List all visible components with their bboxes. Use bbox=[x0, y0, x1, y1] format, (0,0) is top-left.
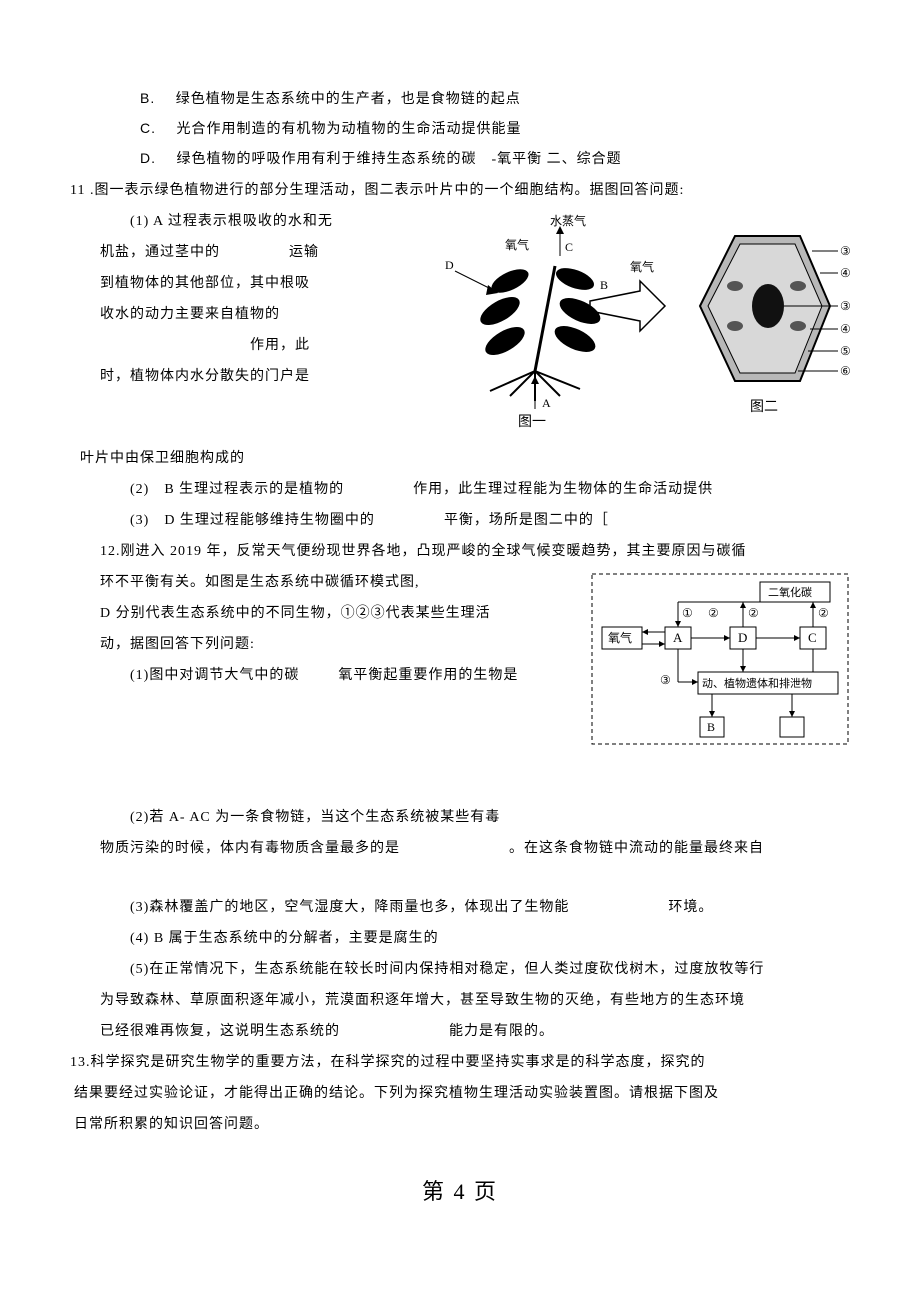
remains-text: 动、植物遗体和排泄物 bbox=[702, 676, 812, 690]
option-b: B. 绿色植物是生态系统中的生产者，也是食物链的起点 bbox=[140, 88, 850, 110]
co2-text: 二氧化碳 bbox=[768, 585, 812, 599]
q13-l3: 日常所积累的知识回答问题。 bbox=[74, 1114, 850, 1135]
option-c: C. 光合作用制造的有机物为动植物的生命活动提供能量 bbox=[140, 118, 850, 140]
option-text-c: 光合作用制造的有机物为动植物的生命活动提供能量 bbox=[177, 122, 522, 137]
q13-l2: 结果要经过实验论证，才能得出正确的结论。下列为探究植物生理活动实验装置图。请根据… bbox=[74, 1083, 850, 1104]
b-text: B bbox=[707, 720, 715, 734]
q11-p1b-tail: 运输 bbox=[289, 245, 319, 260]
fig2-label-4: ④ bbox=[840, 322, 850, 336]
fig2-label-1: ③ bbox=[840, 244, 850, 258]
blank-box bbox=[780, 717, 804, 737]
q11-p3: (3) D 生理过程能够维持生物圈中的 bbox=[130, 513, 375, 528]
spacer bbox=[70, 779, 850, 797]
q12-diagram: 二氧化碳 氧气 A D C 动、植物遗体和排泄物 B bbox=[590, 572, 850, 779]
q11-p1b: 机盐，通过茎中的 bbox=[100, 245, 220, 260]
q11-p3-tail: 平衡，场所是图二中的［ bbox=[444, 513, 609, 528]
q12-p1-tail: 氧平衡起重要作用的生物是 bbox=[338, 668, 518, 683]
option-letter-b: B. bbox=[140, 90, 155, 106]
page-number: 第 4 页 bbox=[70, 1175, 850, 1208]
num-2c: ② bbox=[818, 606, 829, 620]
q13-l1: 13.科学探究是研究生物学的重要方法，在科学探究的过程中要坚持实事求是的科学态度… bbox=[70, 1052, 850, 1073]
organelle-3 bbox=[790, 281, 806, 291]
fig1-c-label: C bbox=[565, 240, 573, 254]
q12-p5b: 为导致森林、草原面积逐年减小，荒漠面积逐年增大，甚至导致生物的灭绝，有些地方的生… bbox=[100, 990, 850, 1011]
q12-p5c: 已经很难再恢复，这说明生态系统的 bbox=[100, 1024, 340, 1039]
num-2b: ② bbox=[748, 606, 759, 620]
q11-figure1: 水蒸气 C 氧气 D B 氧气 bbox=[400, 211, 670, 438]
fig1-caption: 图一 bbox=[518, 415, 546, 430]
nucleus bbox=[752, 284, 784, 328]
fig1-b-label: B bbox=[600, 278, 608, 292]
q12-p1: (1)图中对调节大气中的碳 bbox=[130, 668, 299, 683]
fig1-a-label: A bbox=[542, 396, 551, 410]
num-3: ③ bbox=[660, 673, 671, 687]
q11-body: ③ ④ ③ ④ ⑤ ⑥ 图二 水蒸气 C 氧气 bbox=[70, 211, 850, 438]
q11-stem: 11 .图一表示绿色植物进行的部分生理活动，图二表示叶片中的一个细胞结构。据图回… bbox=[70, 180, 850, 201]
q11-p1g: 叶片中由保卫细胞构成的 bbox=[80, 448, 850, 469]
q12-p2b-tail: 。在这条食物链中流动的能量最终来自 bbox=[509, 841, 764, 856]
q11-p2: (2) B 生理过程表示的是植物的 bbox=[130, 482, 344, 497]
q12-p5c-tail: 能力是有限的。 bbox=[449, 1024, 554, 1039]
q12-p4: (4) B 属于生态系统中的分解者，主要是腐生的 bbox=[130, 928, 850, 949]
option-letter-c: C. bbox=[140, 120, 156, 136]
q11-p2-tail: 作用，此生理过程能为生物体的生命活动提供 bbox=[413, 482, 713, 497]
q12-p3: (3)森林覆盖广的地区，空气湿度大，降雨量也多，体现出了生物能 bbox=[130, 900, 569, 915]
q12-p2b: 物质污染的时候，体内有毒物质含量最多的是 bbox=[100, 841, 400, 856]
fig2-label-6: ⑥ bbox=[840, 364, 850, 378]
fig1-d-label: D bbox=[445, 258, 454, 272]
carbon-cycle-diagram: 二氧化碳 氧气 A D C 动、植物遗体和排泄物 B bbox=[590, 572, 850, 772]
num-2a: ② bbox=[708, 606, 719, 620]
cell-diagram: ③ ④ ③ ④ ⑤ ⑥ 图二 bbox=[680, 211, 850, 421]
num-1: ① bbox=[682, 606, 693, 620]
option-text-d: 绿色植物的呼吸作用有利于维持生态系统的碳 -氧平衡 二、综合题 bbox=[177, 152, 622, 167]
o2-text: 氧气 bbox=[608, 630, 632, 645]
fig1-co2-label: 氧气 bbox=[630, 259, 654, 274]
q11-figure2: ③ ④ ③ ④ ⑤ ⑥ 图二 bbox=[680, 211, 850, 428]
plant-diagram: 水蒸气 C 氧气 D B 氧气 bbox=[400, 211, 670, 431]
q12-p2b-wrap: 物质污染的时候，体内有毒物质含量最多的是 。在这条食物链中流动的能量最终来自 bbox=[100, 838, 850, 859]
q12-p3-tail: 环境。 bbox=[668, 900, 713, 915]
q11-p2-wrap: (2) B 生理过程表示的是植物的 作用，此生理过程能为生物体的生命活动提供 bbox=[130, 479, 850, 500]
q12-p5c-wrap: 已经很难再恢复，这说明生态系统的 能力是有限的。 bbox=[100, 1021, 850, 1042]
option-d: D. 绿色植物的呼吸作用有利于维持生态系统的碳 -氧平衡 二、综合题 bbox=[140, 148, 850, 170]
d-text: D bbox=[738, 630, 747, 645]
c-text: C bbox=[808, 630, 817, 645]
q12-p5a: (5)在正常情况下，生态系统能在较长时间内保持相对稳定，但人类过度砍伐树木，过度… bbox=[130, 959, 850, 980]
spacer bbox=[70, 869, 850, 887]
q12-p2a: (2)若 A- AC 为一条食物链，当这个生态系统被某些有毒 bbox=[130, 807, 850, 828]
fig2-label-5: ⑤ bbox=[840, 344, 850, 358]
q11-p3-wrap: (3) D 生理过程能够维持生物圈中的 平衡，场所是图二中的［ bbox=[130, 510, 850, 531]
fig1-o2-label: 氧气 bbox=[505, 237, 529, 252]
fig2-label-3: ③ bbox=[840, 299, 850, 313]
fig1-top-label: 水蒸气 bbox=[550, 213, 586, 228]
a-text: A bbox=[673, 630, 683, 645]
q12-stem1: 12.刚进入 2019 年，反常天气便纷现世界各地，凸现严峻的全球气候变暖趋势，… bbox=[100, 541, 850, 562]
option-letter-d: D. bbox=[140, 150, 156, 166]
organelle-1 bbox=[727, 281, 743, 291]
fig2-caption: 图二 bbox=[750, 400, 778, 415]
fig2-label-2: ④ bbox=[840, 266, 850, 280]
q12-body: 二氧化碳 氧气 A D C 动、植物遗体和排泄物 B bbox=[70, 572, 850, 779]
organelle-2 bbox=[727, 321, 743, 331]
option-text-b: 绿色植物是生态系统中的生产者，也是食物链的起点 bbox=[176, 92, 521, 107]
q12-p3-wrap: (3)森林覆盖广的地区，空气湿度大，降雨量也多，体现出了生物能 环境。 bbox=[130, 897, 850, 918]
organelle-4 bbox=[790, 321, 806, 331]
